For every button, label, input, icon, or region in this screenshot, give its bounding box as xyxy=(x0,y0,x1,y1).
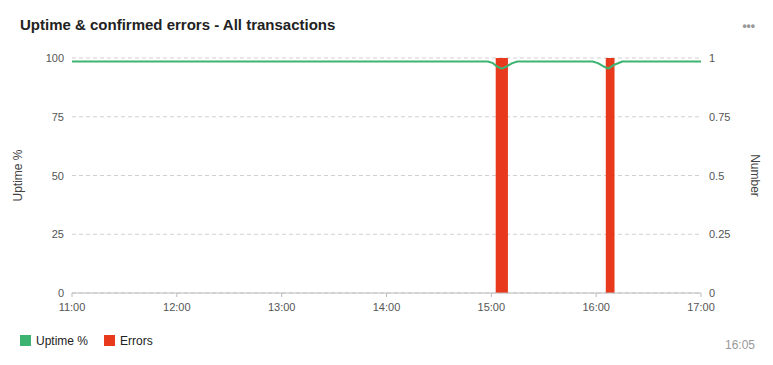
grid xyxy=(72,58,701,293)
x-tick-label: 16:00 xyxy=(582,301,610,313)
bar xyxy=(496,58,508,293)
y-tick-label: 50 xyxy=(52,170,64,182)
title: Uptime & confirmed errors - All transact… xyxy=(20,16,335,33)
x-tick xyxy=(491,293,492,297)
x-axis-line xyxy=(72,293,701,294)
x-tick-label: 15:00 xyxy=(478,301,506,313)
y-tick-label: 75 xyxy=(52,111,64,123)
y2-axis-label: Number xyxy=(748,154,762,197)
x-tick-label: 12:00 xyxy=(163,301,191,313)
y-tick-label: 0 xyxy=(58,287,64,299)
x-tick-label: 13:00 xyxy=(268,301,296,313)
annotation: ••• xyxy=(742,19,755,33)
y2-tick-label: 0.75 xyxy=(709,111,730,123)
y2-tick-label: 0.25 xyxy=(709,228,730,240)
grid-line xyxy=(72,293,701,294)
legend-swatch xyxy=(20,335,31,346)
x-tick xyxy=(281,293,282,297)
x-tick-label: 17:00 xyxy=(687,301,715,313)
y2-tick-label: 0.5 xyxy=(709,170,724,182)
y-tick-label: 100 xyxy=(46,52,64,64)
x-tick xyxy=(701,293,702,297)
x-tick-label: 14:00 xyxy=(373,301,401,313)
chart: Uptime & confirmed errors - All transact… xyxy=(0,0,773,365)
x-tick-label: 11:00 xyxy=(59,301,86,313)
legend-label: Errors xyxy=(120,334,153,348)
x-tick xyxy=(72,293,73,297)
y-tick-label: 25 xyxy=(52,228,64,240)
y-axis-label: Uptime % xyxy=(11,149,25,201)
data-layer xyxy=(72,58,701,293)
annotation: 16:05 xyxy=(725,338,755,352)
bar xyxy=(606,58,615,293)
line xyxy=(72,62,701,69)
y2-tick-label: 0 xyxy=(709,287,715,299)
legend: Uptime % Errors xyxy=(20,334,153,348)
legend-label: Uptime % xyxy=(36,334,88,348)
x-tick xyxy=(596,293,597,297)
page: {"chart_data": { "type": "line", "title"… xyxy=(0,0,773,365)
x-tick xyxy=(386,293,387,297)
x-tick xyxy=(176,293,177,297)
legend-swatch xyxy=(104,335,115,346)
y2-tick-label: 1 xyxy=(709,52,715,64)
